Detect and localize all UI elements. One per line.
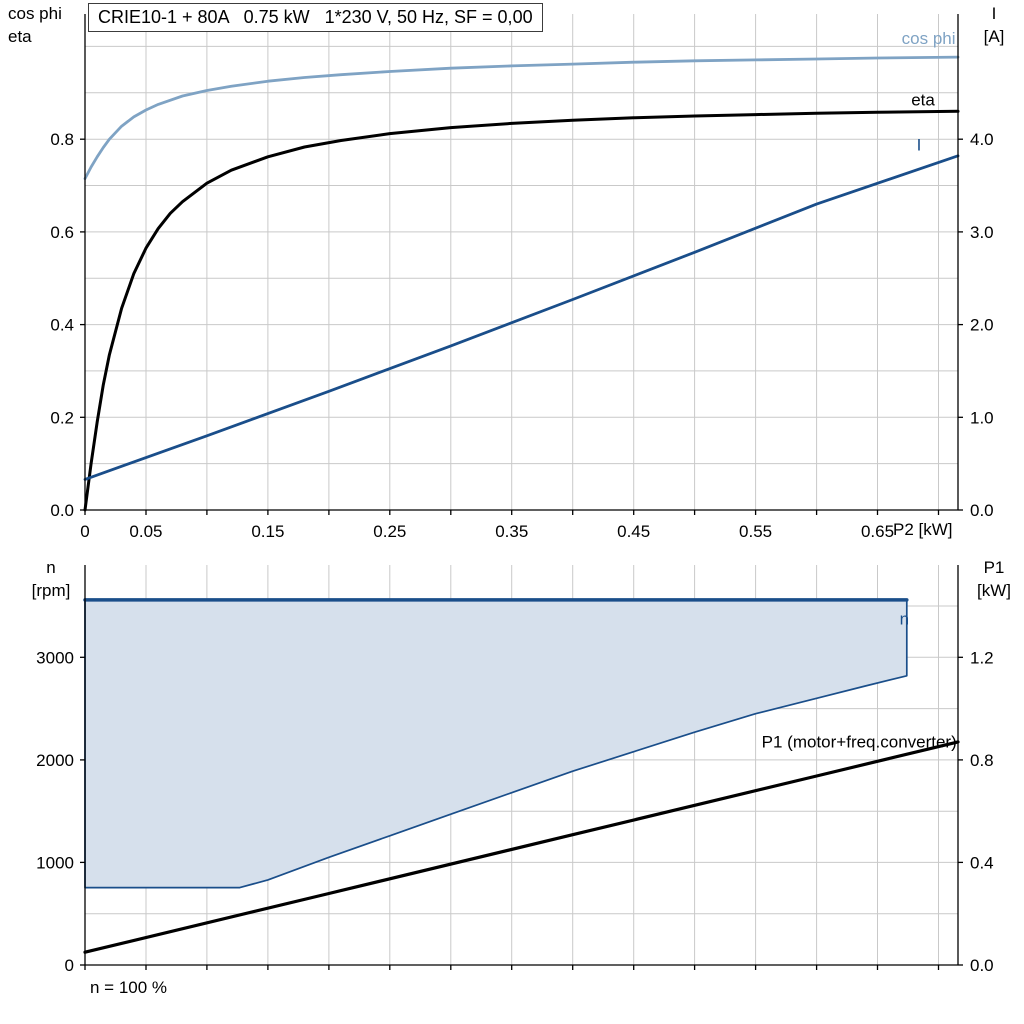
chart-title: CRIE10-1 + 80A 0.75 kW 1*230 V, 50 Hz, S… bbox=[88, 3, 543, 32]
annotation-eta: eta bbox=[911, 90, 935, 109]
y-tick-label-right: 0.0 bbox=[970, 956, 994, 975]
bottom-chart-left-axis-label: n [rpm] bbox=[22, 556, 80, 602]
axis-label-cos-phi: cos phi bbox=[8, 4, 62, 23]
axis-label-speed-unit: [rpm] bbox=[31, 581, 71, 600]
top-chart-left-axis-label: cos phi eta bbox=[8, 2, 62, 48]
top-chart-right-axis-label: I [A] bbox=[972, 2, 1016, 48]
axis-label-p1-unit: [kW] bbox=[977, 581, 1011, 600]
annotation-i: I bbox=[917, 136, 922, 155]
y-tick-label-left: 3000 bbox=[36, 648, 74, 667]
axis-label-current-unit: [A] bbox=[983, 27, 1005, 46]
axis-label-speed: n bbox=[46, 558, 56, 577]
y-tick-label-right: 0.4 bbox=[970, 853, 994, 872]
y-tick-label-left: 1000 bbox=[36, 853, 74, 872]
speed-footnote: n = 100 % bbox=[90, 978, 168, 997]
y-tick-label-right: 3.0 bbox=[970, 223, 994, 242]
y-tick-label-left: 0.6 bbox=[50, 223, 74, 242]
axis-label-current: I bbox=[991, 4, 997, 23]
annotation-cos-phi: cos phi bbox=[902, 29, 956, 48]
y-tick-label-right: 0.8 bbox=[970, 751, 994, 770]
x-tick-label: 0.55 bbox=[739, 522, 772, 541]
x-tick-label: 0.05 bbox=[129, 522, 162, 541]
x-tick-label: 0.35 bbox=[495, 522, 528, 541]
y-tick-label-right: 1.0 bbox=[970, 408, 994, 427]
series-cos-phi bbox=[83, 55, 960, 181]
x-tick-label: 0.25 bbox=[373, 522, 406, 541]
x-tick-label: 0 bbox=[80, 522, 89, 541]
x-tick-label: 0.45 bbox=[617, 522, 650, 541]
bottom-chart: 0 1000 2000 3000 0.0 0.4 0.8 1.2 n P1 (motor+freq… bbox=[36, 565, 994, 975]
top-chart: 0 0.05 0.15 0.25 0.35 0.45 0.55 0.65 0.0 0.2 0.4 0.… bbox=[50, 14, 994, 541]
x-tick-label: 0.15 bbox=[251, 522, 284, 541]
x-tick-label: 0.65 bbox=[861, 522, 894, 541]
annotation-p1-motor-freq-converter: P1 (motor+freq.converter) bbox=[762, 733, 957, 752]
y-tick-label-right: 4.0 bbox=[970, 130, 994, 149]
series-eta bbox=[83, 109, 960, 512]
y-tick-label-left: 0.4 bbox=[50, 316, 74, 335]
y-tick-label-left: 0 bbox=[65, 956, 74, 975]
axis-label-p1: P1 bbox=[983, 558, 1005, 577]
x-axis-label-p2: P2 [kW] bbox=[893, 520, 953, 539]
y-tick-label-right: 1.2 bbox=[970, 648, 994, 667]
y-tick-label-left: 0.0 bbox=[50, 501, 74, 520]
y-tick-label-left: 0.2 bbox=[50, 408, 74, 427]
bottom-chart-right-axis-label: P1 [kW] bbox=[970, 556, 1018, 602]
series-p1 bbox=[83, 740, 960, 954]
y-tick-label-left: 0.8 bbox=[50, 130, 74, 149]
y-tick-label-right: 0.0 bbox=[970, 501, 994, 520]
annotation-n: n bbox=[900, 609, 909, 628]
y-tick-label-right: 2.0 bbox=[970, 316, 994, 335]
series-current bbox=[83, 154, 960, 481]
speed-range-area bbox=[84, 599, 908, 889]
y-tick-label-left: 2000 bbox=[36, 751, 74, 770]
axis-label-eta: eta bbox=[8, 27, 32, 46]
